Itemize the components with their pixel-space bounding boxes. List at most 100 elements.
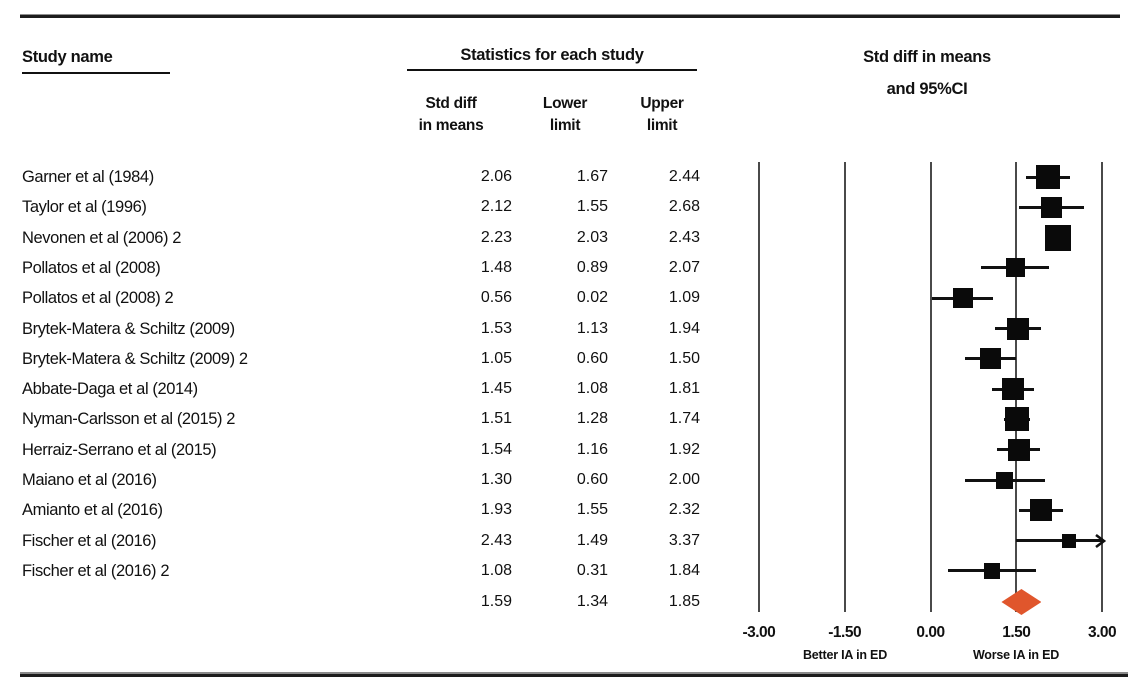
study-name: Pollatos et al (2008) — [22, 258, 161, 277]
effect-size-square — [1029, 499, 1052, 522]
study-name: Garner et al (1984) — [22, 168, 154, 186]
stat-lower-limit: 1.28 — [576, 410, 608, 428]
stat-upper-limit: 2.44 — [668, 168, 700, 185]
std-diff-column-header-line1: Std diff — [425, 95, 477, 112]
stat-lower-limit: 1.08 — [576, 380, 608, 398]
stat-std-diff: 2.12 — [480, 198, 512, 216]
x-tick-label: -3.00 — [742, 624, 776, 641]
effect-size-square — [996, 471, 1014, 489]
effect-size-square — [1045, 224, 1072, 251]
study-name: Taylor et al (1996) — [22, 198, 147, 217]
x-tick-label: 0.00 — [916, 624, 945, 641]
study-name: Pollatos et al (2008) 2 — [22, 289, 174, 308]
stats-section-header: Statistics for each study — [407, 46, 697, 71]
stat-upper-limit: 2.00 — [668, 471, 700, 488]
stat-lower-limit: 0.60 — [576, 349, 608, 367]
bottom-rule — [20, 672, 1128, 677]
effect-size-square — [1062, 533, 1077, 548]
effect-size-square — [1036, 165, 1061, 189]
axis-label-right: Worse IA in ED — [972, 648, 1060, 662]
effect-size-square — [984, 562, 1001, 579]
study-name: Herraiz-Serrano et al (2015) — [22, 440, 217, 459]
stat-lower-limit: 1.67 — [576, 168, 608, 185]
gridline — [843, 162, 846, 612]
std-diff-column-header-line2: in means — [418, 117, 484, 134]
study-name: Fischer et al (2016) 2 — [22, 561, 170, 580]
stat-upper-limit: 1.09 — [668, 289, 700, 307]
study-name: Abbate-Daga et al (2014) — [22, 380, 198, 399]
stat-std-diff: 2.23 — [480, 228, 512, 246]
plot-header-line1: Std diff in means — [863, 48, 991, 66]
stat-std-diff: 1.59 — [480, 593, 512, 610]
stat-std-diff: 1.45 — [480, 380, 512, 398]
stat-std-diff: 1.51 — [480, 410, 512, 428]
effect-size-square — [952, 288, 973, 309]
study-name: Nyman-Carlsson et al (2015) 2 — [22, 410, 236, 429]
stat-upper-limit: 1.94 — [668, 319, 700, 337]
plot-header-line2: and 95%CI — [886, 80, 968, 98]
stat-lower-limit: 1.55 — [576, 198, 608, 216]
stat-lower-limit: 1.16 — [576, 440, 608, 458]
study-name: Brytek-Matera & Schiltz (2009) 2 — [22, 349, 248, 368]
stat-lower-limit: 0.89 — [576, 258, 608, 276]
effect-size-square — [1004, 407, 1029, 432]
stat-std-diff: 0.56 — [480, 289, 512, 307]
ci-line — [1015, 539, 1103, 543]
stat-upper-limit: 1.85 — [668, 593, 700, 610]
ci-arrow-right-icon — [1093, 533, 1107, 554]
effect-size-square — [1005, 258, 1025, 278]
study-name-column-header: Study name — [22, 48, 170, 74]
stat-upper-limit: 2.32 — [668, 501, 700, 519]
lower-limit-column-header-line2: limit — [549, 117, 581, 134]
upper-limit-column-header-line2: limit — [646, 117, 678, 134]
stat-upper-limit: 1.92 — [668, 440, 700, 458]
stat-upper-limit: 1.81 — [668, 380, 700, 398]
stat-upper-limit: 2.68 — [668, 198, 700, 216]
stat-std-diff: 1.53 — [480, 319, 512, 337]
stat-std-diff: 1.05 — [480, 349, 512, 367]
stat-std-diff: 2.43 — [480, 531, 512, 549]
x-tick-label: 1.50 — [1002, 624, 1031, 641]
stat-lower-limit: 0.02 — [576, 289, 608, 307]
top-rule — [20, 14, 1120, 18]
stat-std-diff: 1.08 — [480, 561, 512, 579]
effect-size-square — [1007, 438, 1030, 461]
stat-std-diff: 1.54 — [480, 440, 512, 458]
effect-size-square — [1041, 196, 1063, 218]
gridline — [1101, 162, 1104, 612]
study-name: Fischer et al (2016) — [22, 531, 157, 550]
stat-upper-limit: 1.74 — [668, 410, 700, 428]
stat-upper-limit: 2.43 — [668, 228, 700, 246]
stat-std-diff: 1.30 — [480, 471, 512, 488]
stat-lower-limit: 1.34 — [576, 593, 608, 610]
stat-lower-limit: 2.03 — [576, 228, 608, 246]
gridline — [757, 162, 760, 612]
study-name: Amianto et al (2016) — [22, 501, 163, 520]
stat-lower-limit: 1.13 — [576, 319, 608, 337]
study-name: Nevonen et al (2006) 2 — [22, 228, 182, 247]
stat-upper-limit: 2.07 — [668, 258, 700, 276]
stat-lower-limit: 1.49 — [576, 531, 608, 549]
study-name: Brytek-Matera & Schiltz (2009) — [22, 319, 235, 338]
gridline — [929, 162, 932, 612]
lower-limit-column-header-line1: Lower — [542, 95, 588, 112]
stat-std-diff: 2.06 — [480, 168, 512, 185]
stat-lower-limit: 1.55 — [576, 501, 608, 519]
stat-lower-limit: 0.60 — [576, 471, 608, 488]
stat-upper-limit: 3.37 — [668, 531, 700, 549]
upper-limit-column-header-line1: Upper — [640, 95, 684, 112]
stat-upper-limit: 1.84 — [668, 561, 700, 579]
summary-diamond — [1001, 589, 1042, 615]
stat-upper-limit: 1.50 — [668, 349, 700, 367]
x-tick-label: -1.50 — [828, 624, 862, 641]
stat-std-diff: 1.93 — [480, 501, 512, 519]
x-tick-label: 3.00 — [1088, 624, 1117, 641]
stat-lower-limit: 0.31 — [576, 561, 608, 579]
effect-size-square — [980, 348, 1002, 370]
study-name: Maiano et al (2016) — [22, 471, 157, 489]
axis-label-left: Better IA in ED — [802, 648, 888, 662]
stat-std-diff: 1.48 — [480, 258, 512, 276]
effect-size-square — [1007, 317, 1030, 340]
effect-size-square — [1002, 378, 1025, 401]
